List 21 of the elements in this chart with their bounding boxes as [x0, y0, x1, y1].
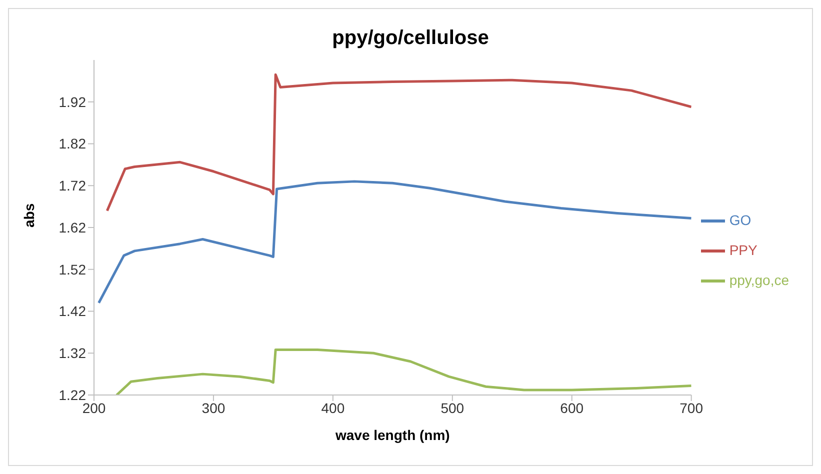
legend-label: GO: [729, 212, 752, 228]
line-series: [98, 180, 692, 304]
legend-label: PPY: [729, 242, 758, 258]
y-tick-label: 1.82: [58, 136, 86, 152]
x-tick-label: 300: [202, 400, 226, 416]
y-tick-label: 1.72: [58, 178, 86, 194]
y-axis-title: abs: [20, 203, 37, 228]
x-tick-label: 500: [440, 400, 464, 416]
y-tick-label: 1.92: [58, 94, 86, 110]
x-tick-label: 600: [560, 400, 584, 416]
y-tick-label: 1.32: [58, 345, 86, 362]
x-axis-title: wave length (nm): [334, 427, 450, 443]
line-series: [106, 73, 692, 212]
y-tick-label: 1.42: [58, 303, 86, 320]
chart-title: ppy/go/cellulose: [331, 26, 490, 50]
y-tick-label: 1.62: [58, 219, 86, 236]
x-tick-label: 700: [680, 400, 704, 416]
x-tick-label: 400: [321, 400, 345, 416]
line-series: [115, 348, 692, 395]
y-tick-label: 1.52: [58, 261, 86, 278]
legend-label: ppy,go,ce: [729, 272, 789, 288]
